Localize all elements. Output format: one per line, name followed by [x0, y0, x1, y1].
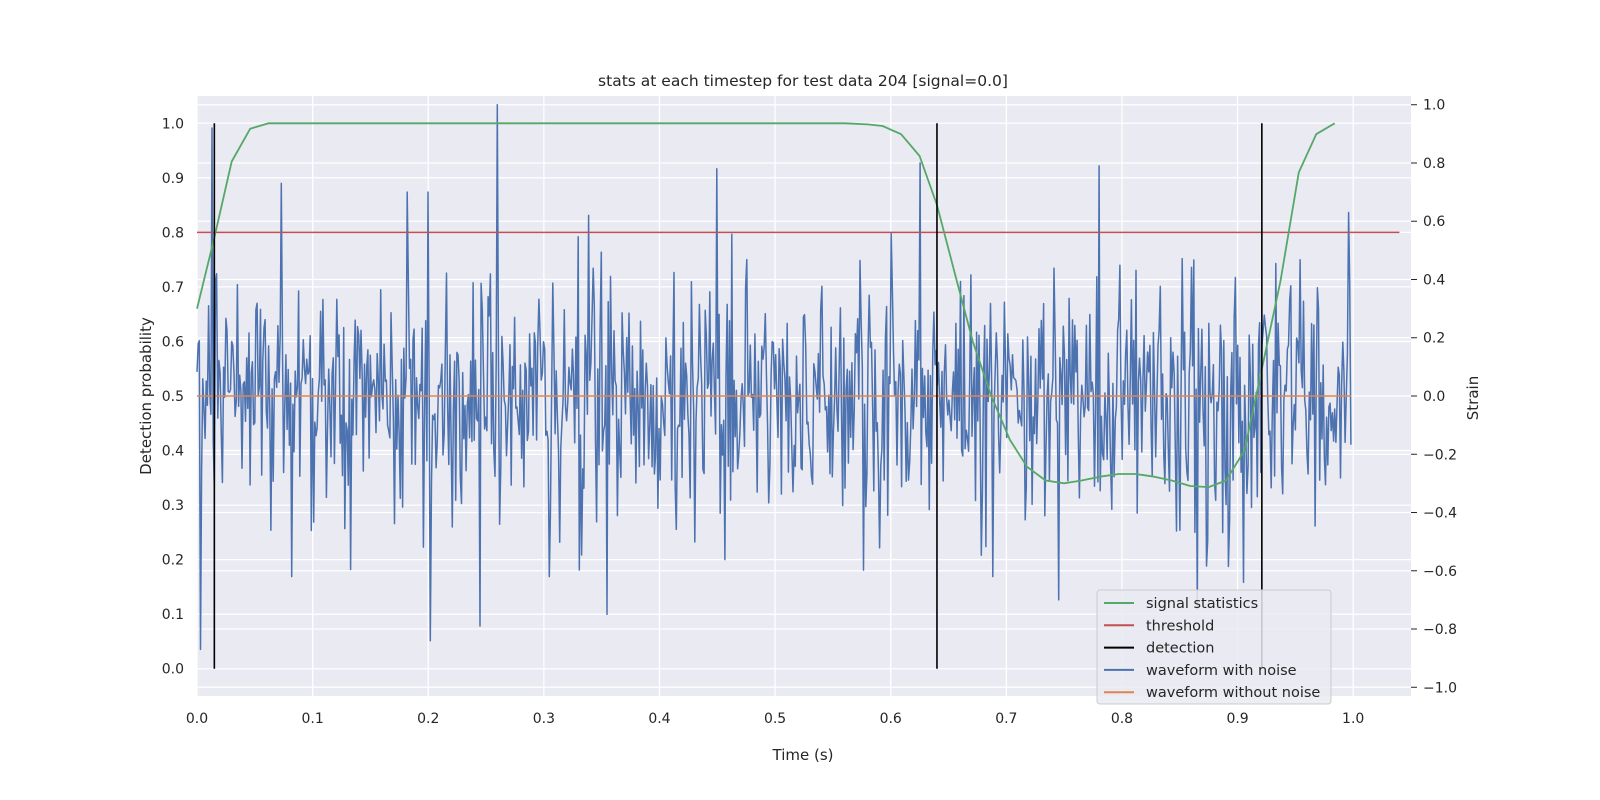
- legend-label: signal statistics: [1146, 596, 1258, 612]
- x-tick-label: 0.8: [1111, 711, 1133, 727]
- x-tick-label: 0.7: [995, 711, 1017, 727]
- y-right-tick-label: −0.2: [1423, 447, 1457, 463]
- legend-label: waveform with noise: [1146, 663, 1297, 679]
- x-tick-label: 0.2: [417, 711, 439, 727]
- y-left-tick-label: 0.0: [162, 662, 184, 678]
- y-left-tick-label: 0.8: [162, 225, 184, 241]
- y-left-tick-label: 0.4: [162, 444, 184, 460]
- x-tick-label: 1.0: [1342, 711, 1364, 727]
- legend-label: threshold: [1146, 618, 1214, 634]
- x-tick-label: 0.0: [186, 711, 208, 727]
- y-right-tick-label: −0.4: [1423, 506, 1457, 522]
- y-left-tick-label: 1.0: [162, 116, 184, 132]
- y-right-tick-label: 1.0: [1423, 98, 1445, 114]
- y-left-tick-label: 0.6: [162, 334, 184, 350]
- y-left-tick-label: 0.5: [162, 389, 184, 405]
- y-left-tick-label: 0.3: [162, 498, 184, 514]
- y-right-tick-label: −0.8: [1423, 622, 1457, 638]
- chart-title: stats at each timestep for test data 204…: [598, 72, 1008, 90]
- x-tick-label: 0.1: [301, 711, 323, 727]
- y-right-tick-label: 0.0: [1423, 389, 1445, 405]
- x-tick-label: 0.4: [648, 711, 670, 727]
- y-left-tick-label: 0.2: [162, 553, 184, 569]
- x-tick-label: 0.9: [1226, 711, 1248, 727]
- x-axis-label: Time (s): [772, 746, 834, 764]
- y-right-tick-label: −1.0: [1423, 680, 1457, 696]
- legend-box: [1096, 589, 1332, 705]
- y-right-tick-label: 0.8: [1423, 156, 1445, 172]
- legend: signal statistics threshold detection wavef…: [1096, 589, 1332, 705]
- y-left-tick-label: 0.9: [162, 171, 184, 187]
- y-right-tick-label: 0.6: [1423, 214, 1445, 230]
- tick-layer: 0.0 0.1 0.2 0.3 0.4 0.5 0.6 0.7 0.8 0.9 1.0 0.0 0.1 0…: [162, 98, 1457, 727]
- y-axis-label-right: Strain: [1464, 376, 1482, 420]
- y-right-tick-label: −0.6: [1423, 564, 1457, 580]
- legend-label: detection: [1146, 641, 1214, 657]
- y-left-tick-label: 0.1: [162, 607, 184, 623]
- y-left-tick-label: 0.7: [162, 280, 184, 296]
- x-tick-label: 0.5: [764, 711, 786, 727]
- y-right-tick-label: 0.2: [1423, 331, 1445, 347]
- series-layer: [196, 103, 1400, 669]
- legend-label: waveform without noise: [1146, 685, 1320, 701]
- signal-statistics-line: [196, 122, 1336, 488]
- y-axis-label-left: Detection probability: [137, 317, 155, 475]
- x-tick-label: 0.3: [533, 711, 555, 727]
- y-right-tick-label: 0.4: [1423, 272, 1445, 288]
- x-tick-label: 0.6: [880, 711, 902, 727]
- waveform-with-noise-line: [196, 103, 1352, 651]
